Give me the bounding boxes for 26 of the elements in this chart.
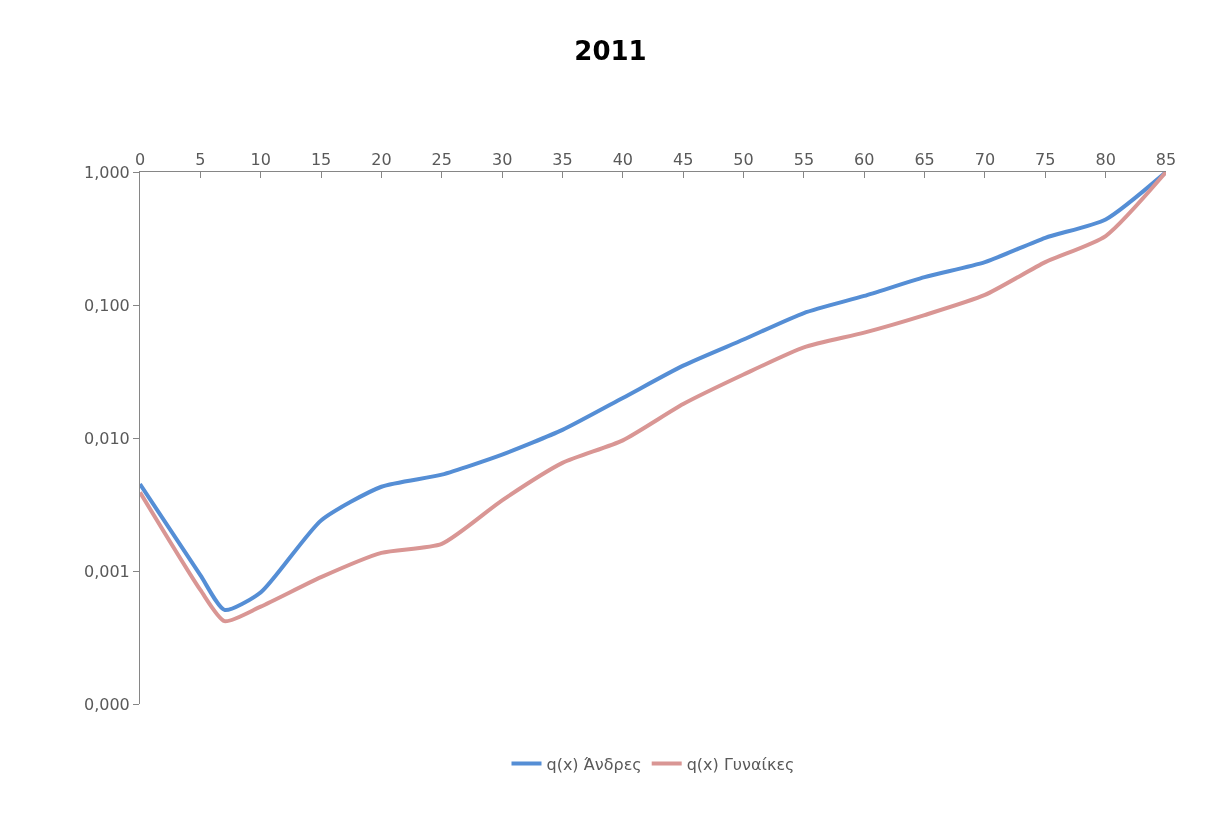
y-tick-label: 0,010	[83, 428, 130, 448]
y-tick-label: 1,000	[83, 162, 130, 182]
x-tick-label: 50	[733, 149, 754, 169]
x-tick-label: 0	[134, 149, 146, 169]
x-tick-label: 45	[673, 149, 694, 169]
legend-label: q(x) Γυναίκες	[686, 754, 795, 774]
x-tick-label: 25	[431, 149, 452, 169]
x-tick-label: 5	[195, 149, 206, 169]
y-tick-label: 0,001	[83, 561, 130, 581]
x-tick-label: 20	[371, 149, 392, 169]
x-tick-label: 70	[974, 149, 996, 169]
x-tick-label: 60	[854, 149, 875, 169]
x-tick-label: 85	[1155, 149, 1177, 169]
legend-label: q(x) Άνδρες	[546, 754, 642, 774]
x-tick-label: 35	[552, 149, 573, 169]
x-tick-label: 75	[1035, 149, 1056, 169]
x-tick-label: 40	[612, 149, 633, 169]
y-tick-label: 0,100	[83, 295, 130, 315]
x-tick-label: 15	[310, 149, 332, 169]
y-tick-label: 0,000	[83, 694, 130, 714]
x-tick-label: 80	[1095, 149, 1116, 169]
x-tick-label: 55	[793, 149, 815, 169]
x-tick-label: 30	[491, 149, 513, 169]
x-tick-label: 10	[250, 149, 271, 169]
x-tick-label: 65	[914, 149, 935, 169]
chart-title: 2011	[574, 35, 647, 66]
